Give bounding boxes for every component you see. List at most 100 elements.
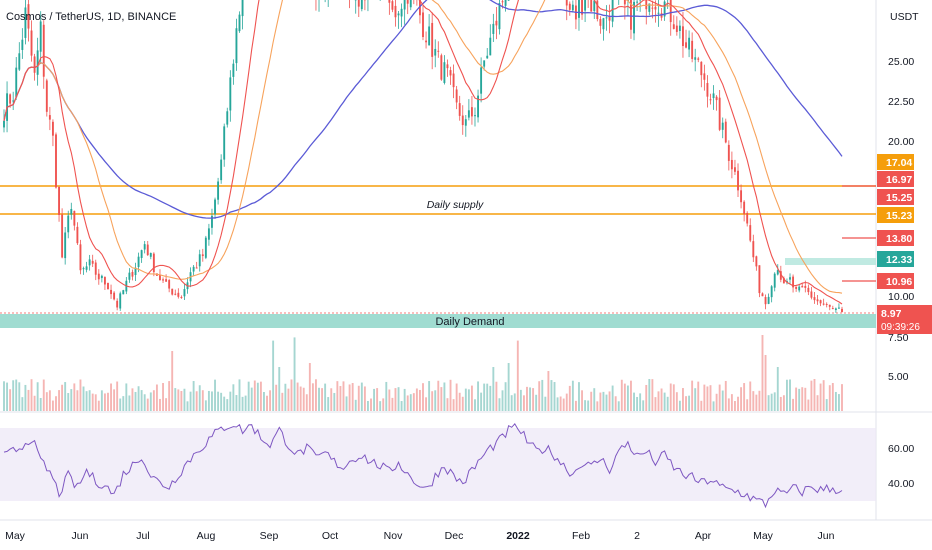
- candle-body: [795, 286, 798, 289]
- volume-bar: [24, 384, 27, 411]
- candle-body: [33, 56, 36, 73]
- volume-bar: [446, 398, 449, 411]
- candle-body: [669, 0, 672, 23]
- candle-body: [474, 115, 476, 117]
- volume-bar: [299, 386, 302, 411]
- volume-bar: [3, 381, 5, 411]
- candle-body: [241, 0, 244, 17]
- volume-bar: [834, 391, 837, 411]
- volume-bar: [798, 388, 801, 411]
- x-label-dec: Dec: [445, 530, 464, 542]
- candle-body: [88, 259, 91, 266]
- candle-body: [220, 159, 223, 181]
- candle-body: [64, 232, 67, 259]
- candle-body: [143, 244, 146, 250]
- volume-bar: [776, 367, 779, 411]
- volume-bar: [516, 340, 519, 411]
- volume-bar: [330, 388, 333, 411]
- volume-bar: [220, 392, 223, 411]
- volume-bar: [125, 383, 128, 411]
- volume-bar: [284, 383, 287, 411]
- volume-bar: [666, 396, 669, 411]
- candle-body: [461, 115, 464, 126]
- volume-bar: [660, 388, 663, 411]
- candle-body: [409, 0, 412, 8]
- volume-bar: [140, 390, 143, 411]
- volume-bar: [134, 391, 137, 411]
- candle-body: [94, 262, 97, 275]
- candle-body: [223, 126, 226, 160]
- volume-bar: [385, 381, 388, 411]
- volume-bar: [370, 398, 372, 411]
- volume-bar: [587, 400, 590, 411]
- volume-bar: [461, 396, 464, 411]
- candle-body: [837, 307, 840, 309]
- moving-averages: [3, 0, 843, 305]
- volume-bar: [155, 384, 158, 411]
- x-label-jul: Jul: [136, 530, 149, 542]
- badge-17-04-bg: [877, 154, 914, 170]
- volume-bar: [394, 388, 397, 411]
- candle-body: [578, 0, 580, 18]
- candle-body: [798, 286, 801, 291]
- price-tick-25: 25.00: [888, 56, 914, 68]
- volume-bar: [550, 380, 553, 411]
- candle-body: [391, 1, 394, 10]
- volume-bar: [611, 385, 614, 411]
- candle-body: [730, 159, 733, 170]
- volume-bar: [406, 395, 409, 411]
- candle-body: [825, 303, 828, 305]
- candle-body: [21, 39, 24, 50]
- volume-bar: [97, 400, 100, 411]
- volume-bar: [437, 380, 440, 411]
- volume-bar: [269, 390, 272, 411]
- candle-body: [119, 293, 122, 309]
- candle-body: [636, 1, 639, 3]
- volume-bar: [137, 386, 140, 411]
- candle-body: [51, 121, 54, 136]
- candle-body: [18, 53, 21, 70]
- volume-bar: [541, 379, 544, 411]
- volume-bar: [18, 382, 21, 411]
- volume-bar: [764, 355, 767, 411]
- volume-bar: [39, 397, 42, 411]
- volume-bar: [244, 395, 247, 411]
- volume-bar: [688, 395, 691, 411]
- volume-bar: [128, 395, 131, 411]
- volume-bar: [691, 380, 694, 411]
- badge-12-33: 12.33: [886, 254, 912, 266]
- candle-body: [486, 55, 489, 59]
- candle-body: [819, 300, 822, 304]
- x-label-jun: Jun: [72, 530, 89, 542]
- candle-body: [48, 115, 51, 120]
- candle-body: [630, 0, 632, 30]
- volume-bar: [88, 390, 91, 411]
- candle-body: [672, 24, 675, 29]
- volume-bar: [825, 399, 828, 411]
- volume-bar: [382, 398, 385, 411]
- candle-body: [816, 299, 819, 302]
- candle-body: [238, 14, 241, 32]
- candle-body: [458, 103, 461, 116]
- candle-body: [183, 289, 186, 297]
- candle-body: [85, 266, 88, 270]
- volume-bar: [217, 391, 220, 411]
- candle-body: [27, 4, 30, 29]
- candle-body: [767, 296, 770, 304]
- x-label-nov: Nov: [384, 530, 403, 542]
- candle-body: [697, 58, 700, 60]
- candle-body: [67, 215, 70, 233]
- volume-bar: [773, 392, 776, 411]
- volume-bars: [3, 335, 843, 411]
- candle-body: [146, 244, 149, 256]
- candle-body: [700, 61, 703, 76]
- volume-bar: [792, 398, 795, 411]
- candle-body: [70, 208, 73, 215]
- candle-body: [691, 40, 694, 59]
- candle-body: [590, 0, 593, 12]
- candle-body: [36, 50, 39, 75]
- volume-bar: [174, 388, 177, 411]
- candle-body: [418, 0, 421, 16]
- candle-body: [678, 25, 681, 31]
